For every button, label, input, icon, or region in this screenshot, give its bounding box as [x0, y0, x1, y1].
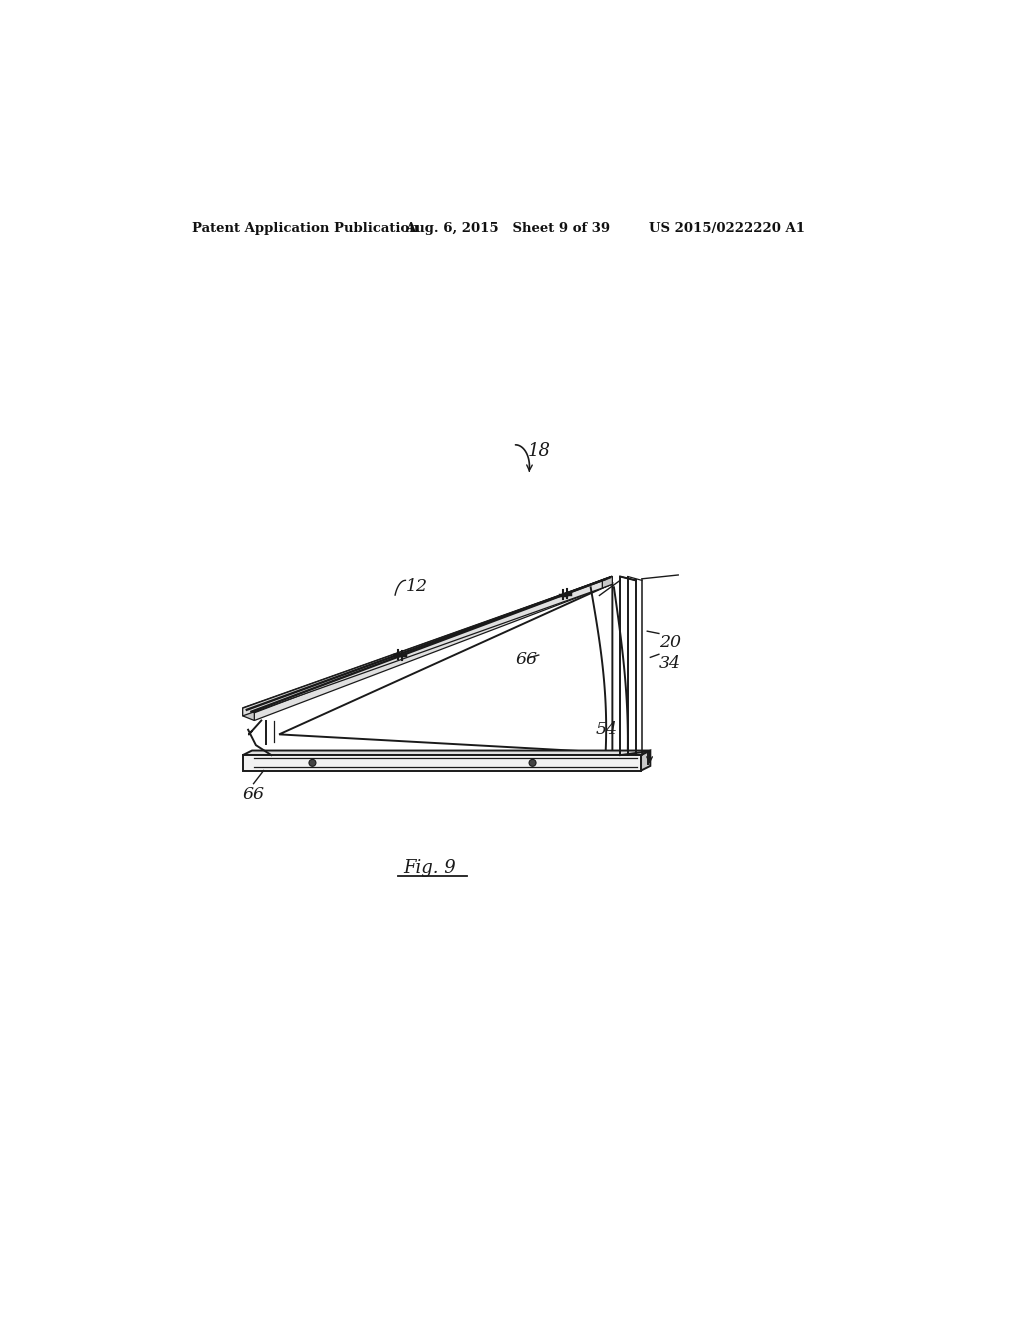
Text: 66: 66 [243, 785, 264, 803]
Polygon shape [243, 755, 641, 771]
Polygon shape [602, 577, 612, 589]
Polygon shape [280, 583, 612, 752]
Circle shape [309, 759, 316, 767]
Polygon shape [243, 751, 650, 755]
Text: 34: 34 [658, 655, 681, 672]
Text: 20: 20 [658, 635, 681, 651]
Text: Patent Application Publication: Patent Application Publication [193, 222, 419, 235]
Polygon shape [243, 581, 602, 715]
Text: 12: 12 [406, 578, 427, 595]
Polygon shape [243, 577, 612, 713]
Text: 66: 66 [515, 651, 538, 668]
Circle shape [529, 759, 536, 767]
Text: Fig. 9: Fig. 9 [403, 859, 456, 876]
Text: US 2015/0222220 A1: US 2015/0222220 A1 [649, 222, 805, 235]
Text: Aug. 6, 2015   Sheet 9 of 39: Aug. 6, 2015 Sheet 9 of 39 [406, 222, 610, 235]
Text: 54: 54 [595, 721, 617, 738]
Polygon shape [641, 751, 650, 771]
Polygon shape [254, 577, 612, 721]
Text: 18: 18 [528, 442, 551, 459]
Polygon shape [243, 708, 254, 721]
